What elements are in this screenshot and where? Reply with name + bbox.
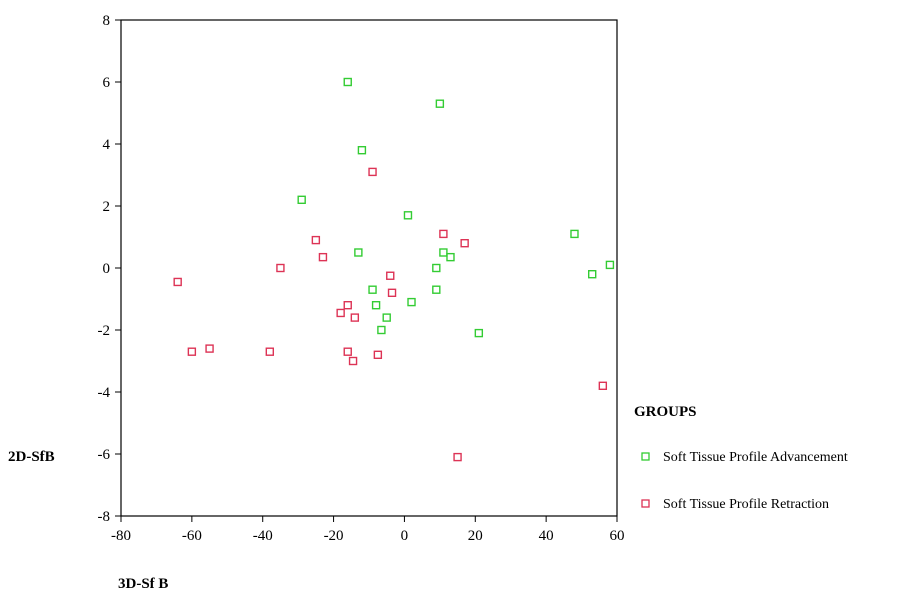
point-advancement (439, 248, 448, 257)
point-advancement (382, 313, 391, 322)
point-advancement (368, 285, 377, 294)
point-advancement (357, 145, 367, 155)
x-tick-label: 20 (468, 528, 483, 544)
x-tick-label: -40 (253, 528, 273, 544)
y-axis: -8 -6 -4 -2 0 2 4 6 8 (98, 13, 121, 525)
point-advancement (588, 270, 597, 279)
x-tick-label: -60 (182, 528, 202, 544)
y-axis-label: 2D-SfB (8, 449, 55, 465)
point-advancement (343, 77, 352, 87)
plot-border (120, 19, 618, 517)
legend-title: GROUPS (634, 404, 697, 420)
point-retraction (348, 356, 358, 366)
x-tick-label: 0 (401, 528, 409, 544)
point-retraction (343, 347, 352, 356)
point-retraction (439, 229, 448, 239)
point-advancement (435, 99, 445, 108)
point-retraction (598, 381, 608, 390)
x-tick-label: -20 (324, 528, 344, 544)
y-tick-label: 4 (103, 137, 111, 153)
point-retraction (187, 347, 197, 356)
y-tick-label: -2 (98, 323, 111, 339)
point-advancement (403, 211, 413, 220)
point-retraction (373, 350, 383, 359)
x-tick-label: -80 (111, 528, 131, 544)
legend-marker-advancement (641, 452, 650, 461)
point-retraction (387, 288, 397, 297)
point-advancement (377, 325, 386, 335)
y-tick-label: 6 (103, 75, 111, 91)
y-tick-label: -4 (98, 385, 111, 401)
point-advancement (432, 285, 441, 294)
point-retraction (386, 271, 395, 280)
point-advancement (474, 328, 484, 338)
point-advancement (605, 260, 615, 270)
y-tick-label: -8 (98, 509, 111, 525)
point-retraction (350, 313, 360, 322)
point-retraction (205, 344, 214, 353)
legend: GROUPS Soft Tissue Profile Advancement S… (634, 404, 848, 512)
point-advancement (297, 195, 306, 205)
point-advancement (407, 297, 416, 307)
x-axis-label: 3D-Sf B (118, 576, 168, 592)
y-tick-label: 2 (103, 199, 111, 215)
point-advancement (371, 301, 381, 310)
point-retraction (311, 235, 321, 245)
point-retraction (318, 252, 328, 262)
point-retraction (453, 452, 462, 462)
data-points (173, 77, 615, 462)
point-retraction (276, 263, 285, 273)
point-advancement (354, 248, 363, 257)
point-retraction (368, 167, 377, 177)
point-advancement (570, 229, 579, 239)
x-axis: -80 -60 -40 -20 0 20 40 60 (111, 516, 625, 544)
y-tick-label: -6 (98, 447, 111, 463)
x-tick-label: 60 (610, 528, 625, 544)
legend-label-retraction: Soft Tissue Profile Retraction (663, 497, 829, 512)
point-advancement (432, 263, 441, 273)
point-retraction (173, 277, 182, 287)
point-retraction (336, 308, 345, 318)
point-retraction (343, 301, 352, 310)
point-retraction (265, 347, 274, 356)
x-tick-label: 40 (539, 528, 554, 544)
point-advancement (446, 252, 455, 262)
legend-marker-retraction (641, 499, 650, 508)
plot-area (120, 19, 618, 517)
y-tick-label: 8 (103, 13, 111, 29)
y-tick-label: 0 (103, 261, 111, 277)
point-retraction (460, 238, 469, 248)
legend-label-advancement: Soft Tissue Profile Advancement (663, 450, 848, 465)
